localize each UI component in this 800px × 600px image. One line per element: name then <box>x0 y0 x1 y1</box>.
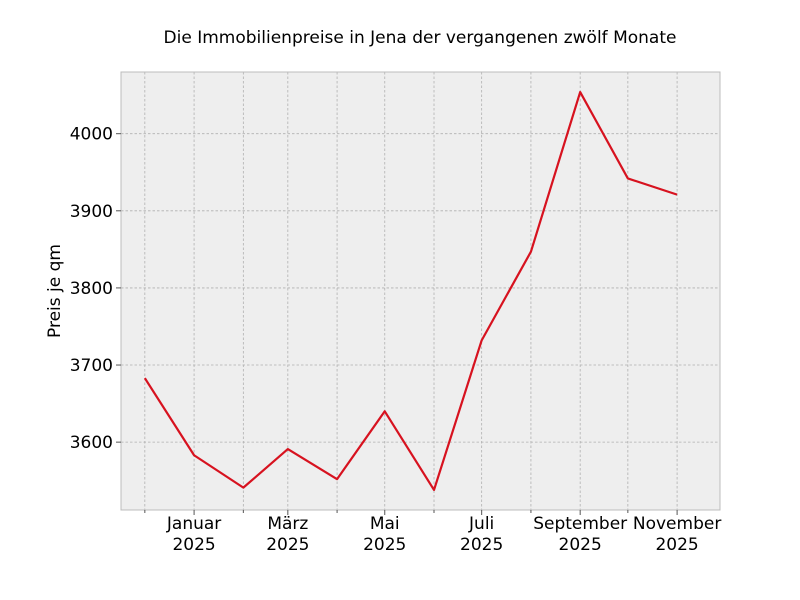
data-point <box>529 250 533 254</box>
data-point <box>480 338 484 342</box>
data-point <box>578 90 582 94</box>
data-point <box>432 488 436 492</box>
data-point <box>286 447 290 451</box>
price-line <box>143 90 678 492</box>
x-tick-year-label: 2025 <box>363 535 406 555</box>
y-tick-label: 4000 <box>70 125 113 145</box>
x-tick-year-label: 2025 <box>172 535 215 555</box>
y-axis-label: Preis je qm <box>45 244 65 338</box>
data-point <box>383 409 387 413</box>
data-point <box>192 453 196 457</box>
plot-frame <box>120 71 721 511</box>
x-tick-label: Mai <box>370 514 400 534</box>
x-tick-label: März <box>267 514 308 534</box>
data-point <box>626 176 630 180</box>
data-point <box>675 193 679 197</box>
x-tick-year-label: 2025 <box>460 535 503 555</box>
x-tick-label: Juli <box>468 514 494 534</box>
x-tick-label: September <box>533 514 627 534</box>
x-tick-label: November <box>633 514 721 534</box>
data-point <box>241 486 245 490</box>
y-tick-label: 3900 <box>70 202 113 222</box>
y-tick-label: 3800 <box>70 279 113 299</box>
plot-background <box>121 72 720 510</box>
plot-area: Januar2025März2025Mai2025Juli2025Septemb… <box>70 71 721 555</box>
y-tick-label: 3700 <box>70 356 113 376</box>
x-tick-year-label: 2025 <box>559 535 602 555</box>
x-tick-label: Januar <box>166 514 221 534</box>
chart-title: Die Immobilienpreise in Jena der vergang… <box>164 28 677 48</box>
data-point <box>143 376 147 380</box>
x-tick-year-label: 2025 <box>266 535 309 555</box>
x-tick-year-label: 2025 <box>655 535 698 555</box>
y-tick-label: 3600 <box>70 433 113 453</box>
data-point <box>335 477 339 481</box>
